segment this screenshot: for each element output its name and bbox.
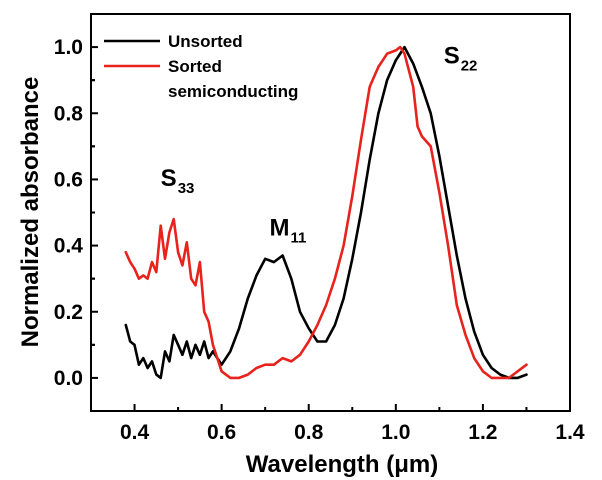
x-tick-label: 0.6 [207,421,236,444]
y-tick-label: 1.0 [54,36,83,59]
legend: Unsorted Sorted semiconducting [104,32,298,101]
peak-label-subscript: 33 [178,180,195,197]
x-tick-label: 1.4 [555,421,585,444]
y-tick-label: 0.4 [54,235,84,258]
series-line-sorted-semiconducting [124,45,528,380]
x-axis-ticks: 0.4 0.6 0.8 1.0 1.2 1.4 [90,404,585,444]
series-line-unsorted [124,45,528,380]
y-tick-label: 0.2 [54,301,83,324]
y-tick-label: 0.0 [54,367,83,390]
peak-label: S33 [161,165,195,197]
x-tick-label: 0.8 [294,421,324,444]
legend-label: semiconducting [168,82,298,101]
series-layer [124,45,528,380]
x-tick-label: 1.0 [381,421,410,444]
peak-label-main: S [161,165,177,192]
y-axis-ticks: 0.0 0.2 0.4 0.6 0.8 1.0 [54,36,98,390]
peak-label-subscript: 11 [291,230,307,247]
y-tick-label: 0.8 [54,102,84,125]
legend-label: Unsorted [168,32,243,51]
peak-label: S22 [444,43,478,75]
plot-border [90,13,571,412]
peak-label-main: M [270,215,290,242]
plot-frame [90,13,571,412]
peak-label-subscript: 22 [461,58,478,75]
y-axis-title: Normalized absorbance [17,77,44,348]
peak-label-main: S [444,43,460,70]
peak-label: M11 [270,215,307,247]
legend-label: Sorted [168,57,222,76]
x-tick-label: 1.2 [468,421,497,444]
x-axis-title: Wavelength (μm) [246,451,438,478]
x-tick-label: 0.4 [120,421,150,444]
y-tick-label: 0.6 [54,168,83,191]
